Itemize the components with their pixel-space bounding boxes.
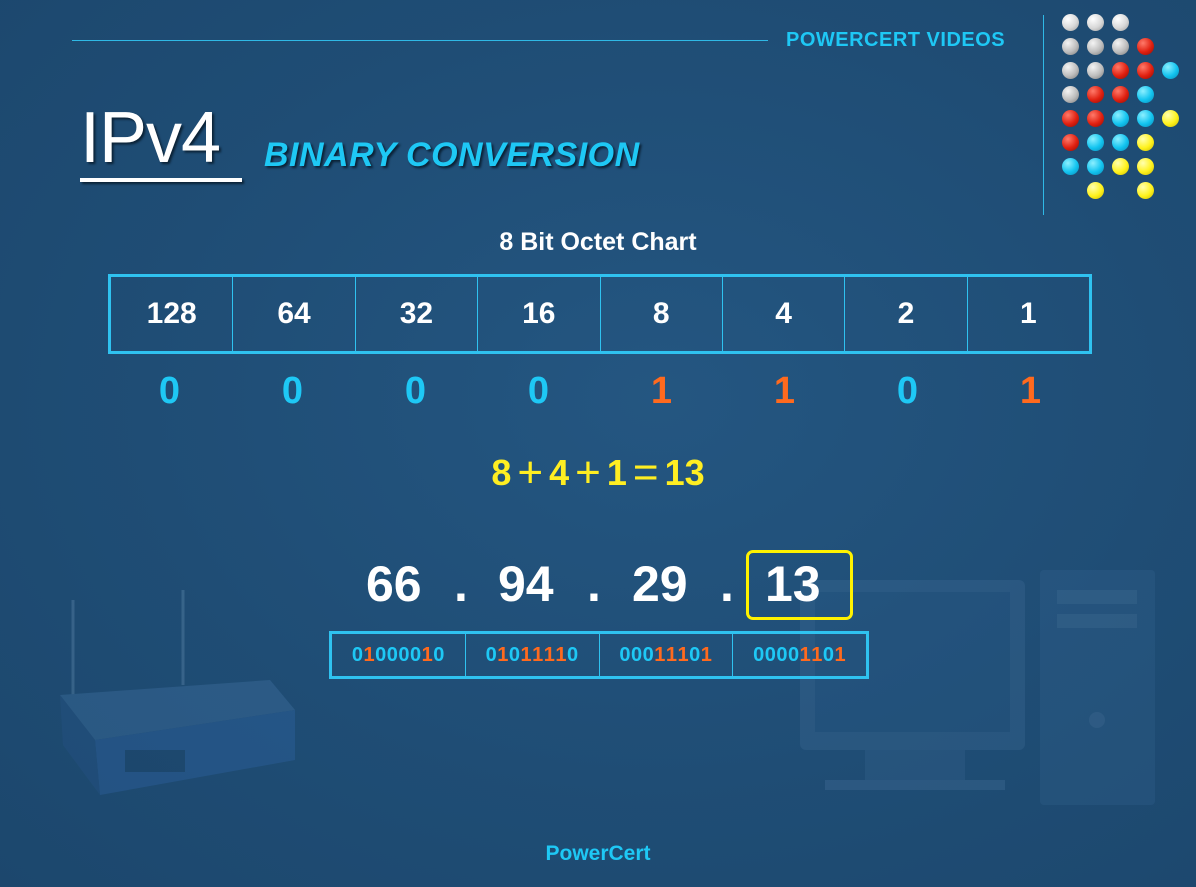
equation-term: 8 — [491, 452, 512, 493]
ip-octet: 94 — [498, 556, 554, 612]
ip-dot: . — [454, 556, 468, 612]
brand-label: POWERCERT VIDEOS — [786, 29, 1006, 51]
bit-value: 0 — [404, 370, 427, 412]
binary-digit: 1 — [421, 643, 434, 666]
ip-octet: 13 — [765, 556, 821, 612]
equals-sign: = — [632, 448, 659, 497]
binary-digit: 0 — [764, 643, 777, 666]
binary-digit: 0 — [788, 643, 800, 666]
binary-digit: 1 — [834, 643, 847, 666]
plus-sign: + — [575, 448, 601, 497]
ip-dot: . — [720, 556, 734, 612]
bits-row: 0 0 0 0 1 1 0 1 — [108, 370, 1092, 413]
binary-digit: 0 — [386, 643, 399, 666]
chart-label: 8 Bit Octet Chart — [499, 228, 697, 256]
binary-digit: 0 — [776, 643, 788, 666]
equation-term: 4 — [549, 452, 570, 493]
ip-octet: 66 — [366, 556, 422, 612]
page-title: IPv4 — [80, 98, 221, 178]
bit-value: 0 — [896, 370, 919, 412]
bit-value: 0 — [158, 370, 181, 412]
octet-value: 2 — [845, 277, 968, 351]
bit-value: 1 — [773, 370, 796, 412]
binary-digit: 1 — [363, 643, 376, 666]
header-divider — [1043, 15, 1044, 215]
binary-digit: 1 — [520, 643, 533, 666]
binary-digit: 1 — [497, 643, 509, 666]
binary-digit: 1 — [700, 643, 713, 666]
binary-digit: 1 — [654, 643, 666, 666]
binary-digit: 0 — [398, 643, 410, 666]
binary-digit: 1 — [555, 643, 567, 666]
octet-value: 32 — [356, 277, 479, 351]
octet-value: 1 — [1019, 297, 1037, 330]
page-subtitle: BINARY CONVERSION — [264, 136, 640, 174]
equation-term: 1 — [606, 452, 627, 493]
binary-digit: 0 — [689, 643, 701, 666]
router-image — [60, 590, 295, 795]
octet-value: 64 — [233, 277, 356, 351]
bit-value: 1 — [1019, 370, 1042, 412]
title-underline — [80, 178, 242, 182]
footer-brand: PowerCert — [545, 842, 651, 865]
binary-digit: 0 — [433, 643, 445, 666]
highlight-box — [746, 550, 853, 620]
binary-digit: 1 — [543, 643, 556, 666]
ip-octet: 29 — [632, 556, 688, 612]
octet-chart: 128 64 32 16 8 4 2 1 — [108, 274, 1092, 354]
binary-digit: 0 — [375, 643, 387, 666]
octet-value: 8 — [601, 277, 723, 351]
binary-digit: 0 — [508, 643, 521, 666]
binary-digit: 1 — [532, 643, 544, 666]
binary-digit: 0 — [567, 643, 579, 666]
octet-value: 128 — [111, 277, 234, 351]
binary-digit: 0 — [619, 643, 631, 666]
binary-digit: 0 — [631, 643, 643, 666]
octet-value: 4 — [723, 277, 846, 351]
binary-digit: 1 — [799, 643, 812, 666]
header-rule — [72, 40, 768, 41]
binary-digit: 0 — [753, 643, 765, 666]
equation-result: 13 — [664, 452, 705, 493]
binary-digit: 0 — [351, 643, 364, 666]
octet-value: 16 — [478, 277, 601, 351]
plus-sign: + — [517, 448, 544, 497]
bit-value: 0 — [281, 370, 304, 412]
bit-value: 1 — [650, 370, 673, 412]
brand-dots-logo — [1060, 12, 1190, 207]
binary-digit: 0 — [822, 643, 835, 666]
bit-value: 0 — [527, 370, 550, 412]
binary-digit: 1 — [811, 643, 823, 666]
binary-digit: 0 — [410, 643, 422, 666]
ip-dot: . — [587, 556, 601, 612]
binary-digit: 0 — [642, 643, 655, 666]
sum-equation: 8 +4 +1 = 13 — [0, 446, 1196, 497]
binary-digit: 0 — [485, 643, 498, 666]
binary-digit: 1 — [665, 643, 678, 666]
binary-digit: 1 — [677, 643, 690, 666]
